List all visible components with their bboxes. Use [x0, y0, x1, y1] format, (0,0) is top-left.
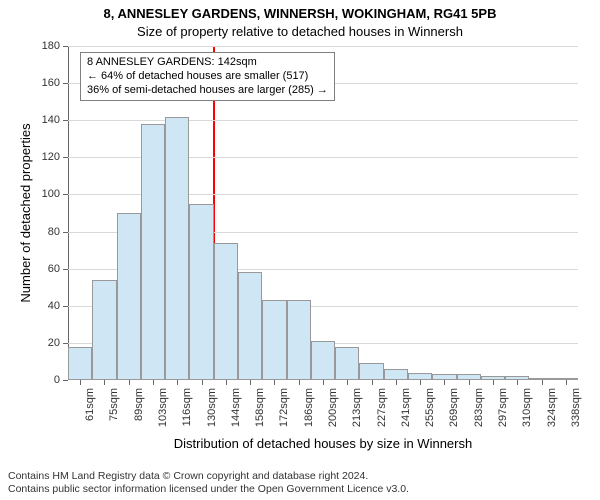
histogram-bar: [384, 369, 408, 380]
ytick-mark: [63, 306, 68, 307]
annotation-line: 36% of semi-detached houses are larger (…: [87, 84, 328, 98]
ytick-mark: [63, 380, 68, 381]
xtick-label: 338sqm: [570, 388, 582, 438]
ytick-mark: [63, 46, 68, 47]
histogram-bar: [92, 280, 116, 380]
xtick-label: 227sqm: [376, 388, 388, 438]
footer-attribution: Contains HM Land Registry data © Crown c…: [8, 470, 409, 496]
xtick-label: 144sqm: [230, 388, 242, 438]
xtick-mark: [372, 380, 373, 385]
ytick-label: 140: [32, 114, 60, 126]
xtick-label: 255sqm: [424, 388, 436, 438]
plot-area: 8 ANNESLEY GARDENS: 142sqm ← 64% of deta…: [68, 46, 578, 380]
xtick-mark: [493, 380, 494, 385]
xtick-label: 213sqm: [351, 388, 363, 438]
xtick-label: 103sqm: [157, 388, 169, 438]
xtick-label: 172sqm: [278, 388, 290, 438]
xtick-mark: [299, 380, 300, 385]
histogram-bar: [359, 363, 383, 380]
ytick-mark: [63, 194, 68, 195]
ytick-mark: [63, 269, 68, 270]
xtick-label: 75sqm: [108, 388, 120, 438]
xtick-mark: [420, 380, 421, 385]
histogram-bar: [238, 272, 262, 380]
xtick-label: 241sqm: [400, 388, 412, 438]
xtick-mark: [347, 380, 348, 385]
xtick-mark: [80, 380, 81, 385]
histogram-bar: [68, 347, 92, 380]
ytick-label: 60: [32, 263, 60, 275]
xtick-label: 324sqm: [546, 388, 558, 438]
xtick-mark: [177, 380, 178, 385]
histogram-bar: [287, 300, 311, 380]
xtick-mark: [129, 380, 130, 385]
ytick-label: 0: [32, 374, 60, 386]
xtick-label: 269sqm: [448, 388, 460, 438]
histogram-bar: [262, 300, 286, 380]
xtick-mark: [469, 380, 470, 385]
axis-y-title: Number of detached properties: [18, 46, 33, 380]
ytick-label: 160: [32, 77, 60, 89]
xtick-label: 297sqm: [497, 388, 509, 438]
ytick-label: 100: [32, 188, 60, 200]
ytick-label: 180: [32, 40, 60, 52]
histogram-bar: [335, 347, 359, 380]
xtick-mark: [250, 380, 251, 385]
chart-canvas: 8, ANNESLEY GARDENS, WINNERSH, WOKINGHAM…: [0, 0, 600, 500]
xtick-label: 116sqm: [181, 388, 193, 438]
xtick-label: 158sqm: [254, 388, 266, 438]
xtick-mark: [104, 380, 105, 385]
histogram-bar: [141, 124, 165, 380]
ytick-label: 120: [32, 151, 60, 163]
ytick-mark: [63, 343, 68, 344]
xtick-mark: [153, 380, 154, 385]
xtick-mark: [444, 380, 445, 385]
xtick-label: 61sqm: [84, 388, 96, 438]
histogram-bar: [214, 243, 238, 380]
xtick-label: 130sqm: [206, 388, 218, 438]
histogram-bar: [408, 373, 432, 380]
xtick-label: 89sqm: [133, 388, 145, 438]
xtick-label: 310sqm: [521, 388, 533, 438]
ytick-mark: [63, 120, 68, 121]
ytick-mark: [63, 83, 68, 84]
chart-title-sub: Size of property relative to detached ho…: [0, 24, 600, 39]
xtick-mark: [542, 380, 543, 385]
axis-y-line: [68, 46, 69, 380]
ytick-label: 40: [32, 300, 60, 312]
xtick-label: 186sqm: [303, 388, 315, 438]
ytick-label: 80: [32, 226, 60, 238]
xtick-label: 200sqm: [327, 388, 339, 438]
axis-x-title: Distribution of detached houses by size …: [68, 436, 578, 451]
annotation-box: 8 ANNESLEY GARDENS: 142sqm ← 64% of deta…: [80, 52, 335, 101]
histogram-bar: [189, 204, 213, 380]
footer-line: Contains public sector information licen…: [8, 483, 409, 496]
xtick-mark: [566, 380, 567, 385]
xtick-mark: [323, 380, 324, 385]
xtick-mark: [396, 380, 397, 385]
histogram-bar: [311, 341, 335, 380]
annotation-line: ← 64% of detached houses are smaller (51…: [87, 70, 328, 84]
xtick-label: 283sqm: [473, 388, 485, 438]
xtick-mark: [226, 380, 227, 385]
ytick-label: 20: [32, 337, 60, 349]
ytick-mark: [63, 157, 68, 158]
footer-line: Contains HM Land Registry data © Crown c…: [8, 470, 409, 483]
ytick-mark: [63, 232, 68, 233]
grid-line: [68, 46, 578, 47]
chart-title-main: 8, ANNESLEY GARDENS, WINNERSH, WOKINGHAM…: [0, 6, 600, 21]
annotation-line: 8 ANNESLEY GARDENS: 142sqm: [87, 56, 328, 70]
histogram-bar: [165, 117, 189, 380]
xtick-mark: [202, 380, 203, 385]
xtick-mark: [274, 380, 275, 385]
xtick-mark: [517, 380, 518, 385]
grid-line: [68, 120, 578, 121]
histogram-bar: [117, 213, 141, 380]
